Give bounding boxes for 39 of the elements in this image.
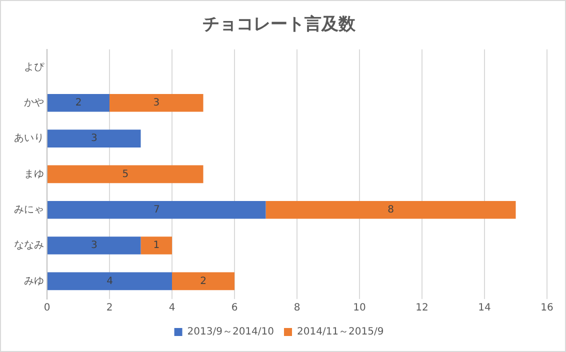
bar — [48, 165, 204, 184]
data-label: 7 — [153, 204, 160, 216]
x-tick-label: 6 — [231, 302, 238, 314]
data-label: 3 — [90, 240, 98, 252]
data-label: 1 — [153, 240, 160, 252]
y-tick-label: ななみ — [14, 240, 44, 252]
x-tick-label: 2 — [106, 302, 113, 314]
y-tick-label: みにゃ — [14, 204, 44, 216]
data-label: 3 — [153, 97, 160, 108]
bar — [110, 94, 204, 112]
y-tick-label: かや — [24, 97, 44, 108]
x-tick-label: 10 — [353, 302, 366, 314]
bar — [48, 200, 266, 219]
bar — [48, 272, 172, 290]
x-tick-label: 14 — [478, 302, 491, 314]
bar — [48, 94, 110, 112]
legend-label: 2014/11～2015/9 — [297, 326, 384, 338]
x-tick-label: 8 — [294, 302, 300, 314]
data-label: 2 — [200, 276, 206, 287]
bar — [172, 272, 234, 290]
bar — [140, 236, 172, 254]
chart-title: チョコレート言及数 — [202, 14, 356, 35]
y-tick-label: よぴ — [24, 62, 45, 73]
data-label: 2 — [75, 97, 82, 108]
data-label: 5 — [122, 168, 129, 180]
data-label: 3 — [90, 133, 98, 144]
x-tick-label: 16 — [540, 302, 554, 314]
data-label: 4 — [106, 276, 113, 287]
bar — [48, 130, 141, 148]
bar — [266, 200, 516, 219]
data-label: 8 — [388, 204, 394, 216]
x-tick-label: 4 — [168, 302, 176, 314]
y-tick-label: あいり — [14, 133, 44, 144]
y-tick-label: まゆ — [24, 168, 44, 180]
legend-label: 2013/9～2014/10 — [187, 326, 274, 338]
x-tick-label: 0 — [44, 302, 50, 314]
bar — [48, 236, 141, 254]
x-tick-label: 12 — [416, 302, 428, 314]
y-tick-label: みゆ — [24, 276, 44, 287]
